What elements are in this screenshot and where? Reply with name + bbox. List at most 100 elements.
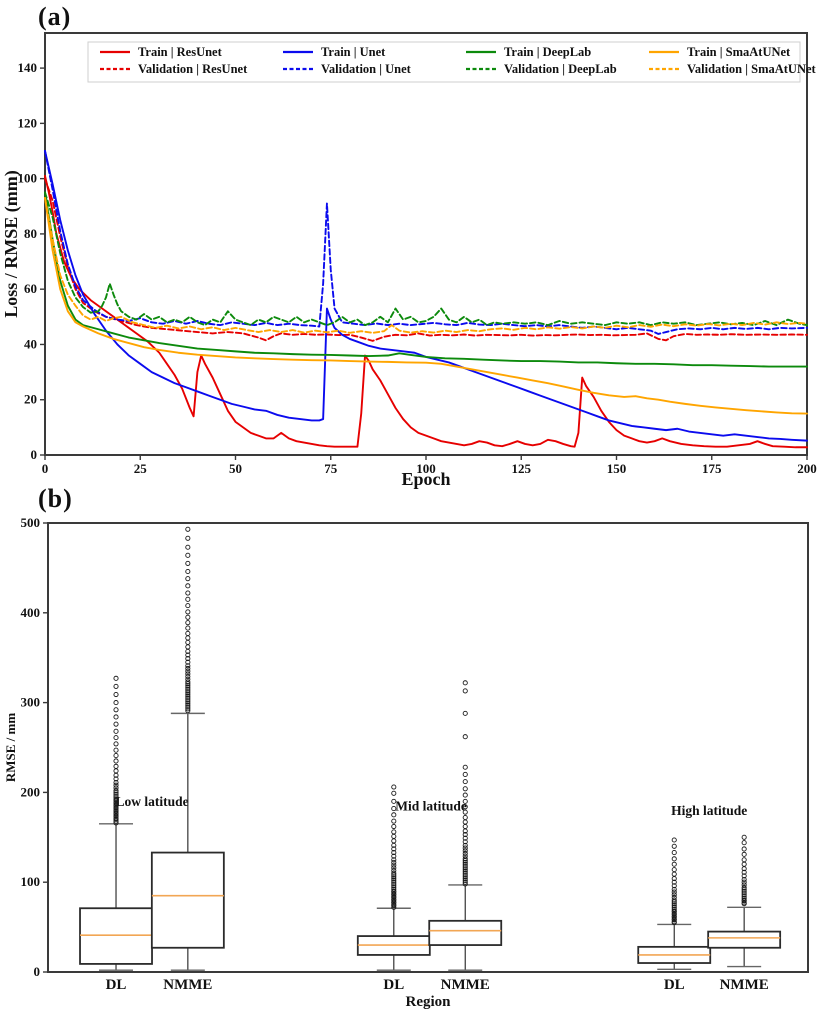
outlier-point bbox=[391, 806, 397, 812]
outlier-point bbox=[113, 785, 119, 791]
outlier-point bbox=[391, 870, 397, 876]
outlier-point bbox=[462, 853, 468, 859]
category-label-dl: DL bbox=[664, 977, 685, 993]
group-annotation-low-latitude: Low latitude bbox=[116, 794, 189, 809]
outlier-point bbox=[113, 753, 119, 759]
outlier-point bbox=[741, 882, 747, 888]
outlier-point bbox=[185, 576, 191, 582]
outlier-point bbox=[185, 625, 191, 631]
outlier-point bbox=[462, 874, 468, 880]
outlier-point bbox=[391, 886, 397, 892]
outlier-point bbox=[462, 876, 468, 882]
outlier-point bbox=[671, 867, 677, 873]
outlier-point bbox=[462, 814, 468, 821]
outlier-point bbox=[113, 747, 119, 753]
box-high-latitude-nmme: NMME bbox=[707, 834, 782, 993]
outlier-point bbox=[113, 675, 119, 681]
outlier-point bbox=[113, 721, 119, 727]
outlier-point bbox=[185, 697, 191, 703]
outlier-point bbox=[462, 832, 468, 838]
outlier-point bbox=[391, 798, 397, 804]
outliers bbox=[462, 680, 468, 887]
legend-entry-train-smaatunet: Train | SmaAtUNet bbox=[649, 45, 791, 59]
outlier-point bbox=[391, 865, 397, 871]
outlier-point bbox=[185, 691, 191, 698]
outlier-point bbox=[671, 889, 677, 895]
outlier-point bbox=[671, 843, 677, 849]
outlier-point bbox=[671, 883, 677, 889]
outlier-point bbox=[185, 679, 191, 685]
category-label-nmme: NMME bbox=[163, 977, 212, 993]
outlier-point bbox=[462, 877, 468, 883]
box-high-latitude-dl: DL bbox=[637, 837, 712, 993]
outlier-point bbox=[391, 867, 397, 874]
box-mid-latitude-nmme: NMME bbox=[428, 680, 503, 993]
outlier-point bbox=[185, 663, 191, 669]
outlier-point bbox=[113, 791, 119, 797]
outlier-point bbox=[185, 668, 191, 674]
outlier-point bbox=[671, 856, 677, 862]
outlier-point bbox=[185, 652, 191, 658]
outlier-point bbox=[462, 680, 468, 686]
outlier-point bbox=[391, 818, 397, 824]
outlier-point bbox=[741, 890, 747, 896]
outlier-point bbox=[391, 874, 397, 880]
outlier-point bbox=[391, 883, 397, 889]
outlier-point bbox=[741, 840, 747, 846]
outliers bbox=[113, 675, 119, 826]
outlier-point bbox=[462, 881, 468, 887]
outlier-point bbox=[671, 902, 677, 909]
legend-entry-train-deeplab: Train | DeepLab bbox=[466, 45, 591, 59]
y-tick-label: 80 bbox=[24, 226, 37, 241]
outlier-point bbox=[741, 888, 747, 894]
outlier-point bbox=[462, 865, 468, 871]
outlier-point bbox=[741, 879, 747, 885]
outlier-point bbox=[185, 674, 191, 680]
outlier-point bbox=[671, 850, 677, 856]
panel-a-frame bbox=[44, 32, 808, 456]
outlier-point bbox=[113, 782, 119, 788]
outlier-point bbox=[113, 714, 119, 720]
outlier-point bbox=[185, 590, 191, 596]
outlier-point bbox=[462, 792, 468, 798]
outlier-point bbox=[113, 788, 119, 794]
outlier-point bbox=[185, 535, 191, 541]
outlier-point bbox=[185, 706, 191, 712]
outlier-point bbox=[462, 688, 468, 694]
outlier-point bbox=[185, 708, 191, 714]
outlier-point bbox=[391, 885, 397, 891]
outliers bbox=[391, 784, 397, 910]
category-label-nmme: NMME bbox=[720, 977, 769, 993]
legend-label: Train | ResUnet bbox=[138, 45, 223, 59]
outlier-point bbox=[391, 823, 397, 830]
legend-label: Train | Unet bbox=[321, 45, 386, 59]
outlier-point bbox=[462, 764, 468, 770]
outlier-point bbox=[462, 850, 468, 857]
outlier-point bbox=[462, 848, 468, 854]
x-tick-label: 125 bbox=[512, 461, 532, 476]
series-line-validation-deeplab bbox=[44, 191, 808, 327]
panel-a-label: (a) bbox=[38, 2, 72, 31]
panel-b-boxplot: 0 100 200 300 400 500 Region RMSE / mm Low latit… bbox=[3, 515, 809, 1010]
y-tick-label: 500 bbox=[21, 515, 41, 530]
legend-entry-validation-unet: Validation | Unet bbox=[283, 62, 412, 76]
iqr-box bbox=[79, 907, 153, 965]
outlier-point bbox=[391, 879, 397, 885]
outlier-point bbox=[185, 659, 191, 665]
outlier-point bbox=[462, 839, 468, 845]
x-tick-label: 200 bbox=[797, 461, 817, 476]
panel-a-x-axis-title: Epoch bbox=[401, 469, 450, 489]
outlier-point bbox=[741, 846, 747, 852]
x-tick-label: 150 bbox=[607, 461, 627, 476]
outlier-point bbox=[113, 735, 119, 741]
iqr-box bbox=[428, 919, 503, 946]
outlier-point bbox=[113, 728, 119, 734]
iqr-box bbox=[707, 930, 782, 949]
y-tick-label: 0 bbox=[31, 447, 38, 462]
y-tick-label: 20 bbox=[24, 392, 37, 407]
outlier-point bbox=[185, 700, 191, 707]
panel-a-y-axis-title: Loss / RMSE (mm) bbox=[1, 170, 22, 318]
outlier-point bbox=[741, 876, 747, 883]
outliers bbox=[741, 834, 747, 907]
y-tick-label: 400 bbox=[21, 605, 41, 620]
